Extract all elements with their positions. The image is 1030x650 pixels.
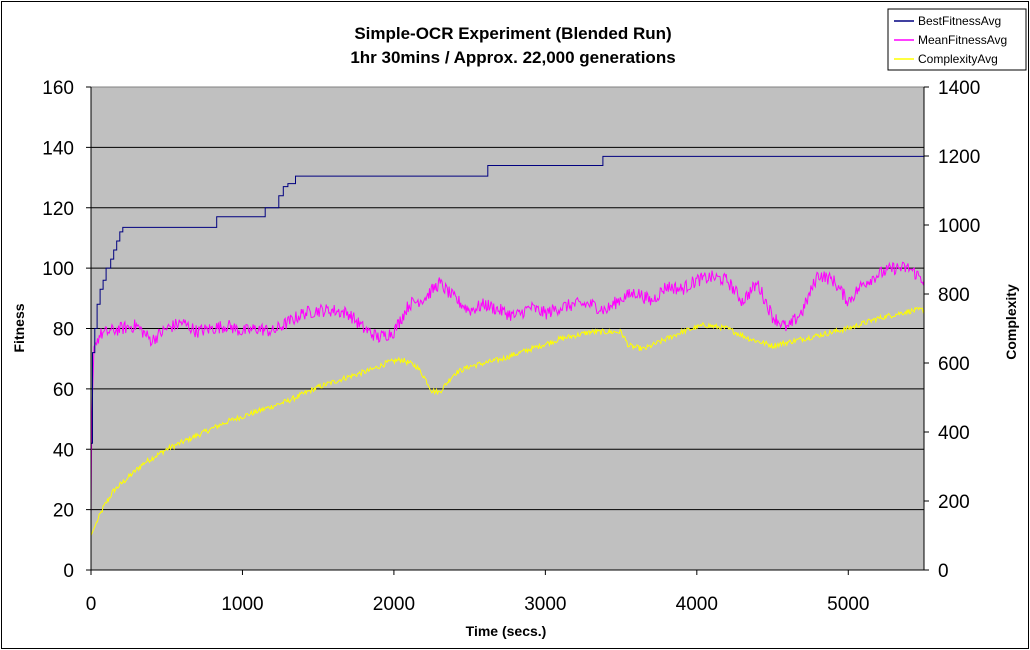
legend-label-1: MeanFitnessAvg: [918, 33, 1007, 47]
axes: [86, 86, 929, 575]
legend-label-0: BestFitnessAvg: [918, 14, 1001, 28]
y2-tick-label-0: 0: [938, 561, 949, 582]
x-axis-label: Time (secs.): [466, 623, 547, 639]
tick-labels: 0 20 40 60 80 100 120 140 160 0 200 400 600 800 1000 12…: [42, 78, 980, 615]
x-tick-label-4: 4000: [676, 594, 718, 615]
y2-tick-label-6: 1200: [938, 147, 980, 168]
y2-tick-label-2: 400: [938, 423, 970, 444]
y2-tick-label-1: 200: [938, 492, 970, 513]
chart-subtitle: 1hr 30mins / Approx. 22,000 generations: [350, 48, 675, 67]
gridlines: [91, 86, 924, 571]
y-tick-label-8: 160: [42, 78, 74, 99]
y2-tick-label-5: 1000: [938, 216, 980, 237]
series-line-BestFitnessAvg: [91, 155, 924, 444]
chart-title: Simple-OCR Experiment (Blended Run): [354, 24, 671, 43]
series-layer: [90, 155, 925, 536]
y-tick-label-7: 140: [42, 138, 74, 159]
y-tick-label-4: 80: [53, 320, 74, 341]
y-tick-label-3: 60: [53, 380, 74, 401]
y-tick-label-6: 120: [42, 199, 74, 220]
y-tick-label-5: 100: [42, 259, 74, 280]
y2-tick-label-4: 800: [938, 285, 970, 306]
x-tick-label-5: 5000: [827, 594, 869, 615]
y-tick-label-2: 40: [53, 440, 74, 461]
y-tick-label-0: 0: [63, 561, 74, 582]
series-line-ComplexityAvg: [90, 306, 925, 536]
y-tick-label-1: 20: [53, 501, 74, 522]
y-axis-label: Fitness: [11, 303, 27, 352]
x-tick-label-2: 2000: [373, 594, 415, 615]
x-tick-label-0: 0: [86, 594, 97, 615]
y2-tick-label-3: 600: [938, 354, 970, 375]
legend-label-2: ComplexityAvg: [918, 52, 998, 66]
x-tick-label-1: 1000: [221, 594, 263, 615]
y2-axis-label: Complexity: [1003, 284, 1019, 360]
y2-tick-label-7: 1400: [938, 78, 980, 99]
x-tick-label-3: 3000: [524, 594, 566, 615]
legend: BestFitnessAvg MeanFitnessAvg ComplexityAv…: [887, 8, 1027, 71]
series-line-MeanFitnessAvg: [90, 261, 925, 516]
